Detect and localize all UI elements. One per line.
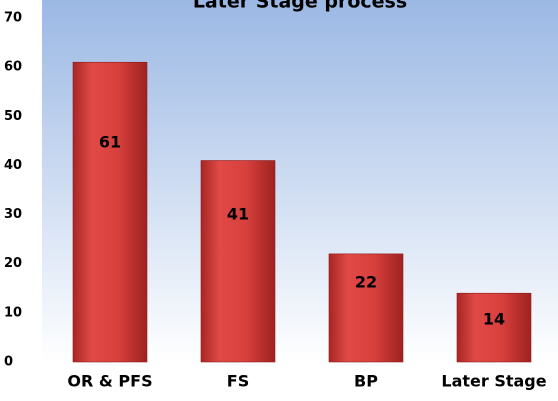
data-label: 22: [355, 273, 377, 292]
x-tick-label: OR & PFS: [67, 372, 152, 391]
y-tick-label: 70: [4, 11, 22, 26]
x-tick-label: BP: [354, 372, 378, 391]
y-tick-label: 40: [4, 158, 22, 173]
bar: [328, 253, 404, 363]
y-tick-label: 30: [4, 207, 22, 222]
bar: [456, 292, 532, 363]
x-tick-label: Later Stage: [441, 372, 546, 391]
data-label: 14: [483, 310, 505, 329]
y-tick-label: 20: [4, 256, 22, 271]
y-tick-label: 60: [4, 60, 22, 75]
x-tick-label: FS: [227, 372, 249, 391]
chart-title: Later Stage process: [193, 0, 407, 13]
y-tick-label: 50: [4, 109, 22, 124]
bar: [72, 61, 148, 363]
y-tick-label: 0: [4, 355, 13, 370]
bar: [200, 160, 276, 363]
data-label: 41: [227, 204, 249, 223]
data-label: 61: [99, 133, 121, 152]
y-tick-label: 10: [4, 305, 22, 320]
